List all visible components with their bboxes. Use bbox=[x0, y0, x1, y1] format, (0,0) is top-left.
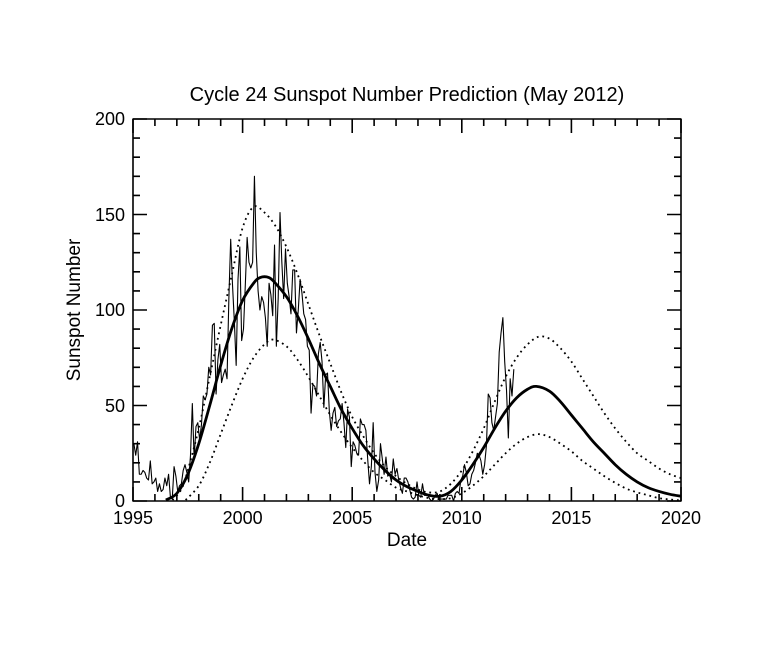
y-tick-label: 0 bbox=[114, 491, 125, 511]
y-tick-label: 150 bbox=[94, 204, 125, 225]
x-tick-label: 2005 bbox=[332, 508, 373, 528]
x-tick-label: 1995 bbox=[112, 508, 154, 528]
y-tick-label: 100 bbox=[94, 300, 125, 320]
x-tick-label: 2000 bbox=[222, 508, 263, 528]
y-tick-label: 50 bbox=[104, 395, 125, 416]
x-tick-label: 2010 bbox=[441, 508, 482, 528]
x-axis-label: Date bbox=[386, 530, 428, 551]
x-tick-label: 2020 bbox=[660, 508, 702, 528]
y-tick-label: 200 bbox=[94, 109, 125, 129]
x-tick-label: 2015 bbox=[551, 508, 592, 528]
chart-title: Cycle 24 Sunspot Number Prediction (May … bbox=[189, 84, 625, 106]
